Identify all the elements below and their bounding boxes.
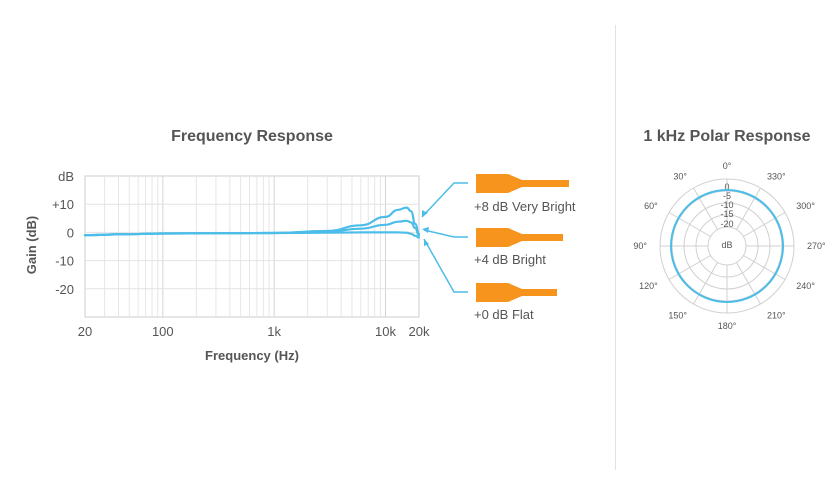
filter-nozzle-icon (476, 174, 569, 193)
angle-label: 240° (796, 281, 815, 291)
y-tick-labels: +10 0 -10 -20 (52, 197, 74, 297)
y-tick-label: -20 (55, 282, 74, 297)
legend-pointer-line (423, 229, 468, 238)
radial-labels: 0-5-10-15-20 dB (720, 182, 733, 250)
polar-series (670, 189, 784, 303)
y-axis-label: Gain (dB) (24, 216, 39, 275)
angle-labels: 0° 30° 60° 90° 120° 150° 180° 210° 240° 270° 300° 3… (633, 161, 826, 331)
chart-title: Frequency Response (171, 128, 333, 145)
angle-label: 270° (807, 241, 826, 251)
x-gridlines (104, 176, 386, 317)
angle-label: 0° (723, 161, 732, 171)
legend-label: +0 dB Flat (474, 307, 534, 322)
filter-nozzle-icon (476, 228, 563, 247)
series-lines (83, 206, 421, 239)
y-tick-label: +10 (52, 197, 74, 212)
angle-label: 330° (767, 172, 786, 182)
x-tick-label: 20k (409, 324, 430, 339)
legend: +8 dB Very Bright +4 dB Bright +0 dB Fla… (421, 174, 576, 322)
legend-pointer-line (423, 238, 468, 293)
series-line-2 (83, 231, 421, 239)
legend-pointer-line (421, 182, 468, 218)
y-unit-label: dB (58, 169, 74, 184)
polar-spoke (736, 262, 761, 305)
angle-label: 300° (796, 201, 815, 211)
legend-label: +4 dB Bright (474, 252, 546, 267)
polar-spoke (736, 187, 761, 230)
x-tick-labels: 20 100 1k 10k 20k (78, 324, 430, 339)
x-axis-label: Frequency (Hz) (205, 348, 299, 363)
angle-label: 210° (767, 310, 786, 320)
filter-nozzle-icon (476, 283, 557, 302)
polar-spoke (743, 212, 786, 237)
legend-pointer-arrow (424, 239, 429, 246)
radial-label: -10 (720, 200, 733, 210)
x-tick-label: 100 (152, 324, 174, 339)
divider (615, 25, 616, 470)
radial-label: -5 (723, 191, 731, 201)
x-tick-label: 20 (78, 324, 92, 339)
radial-label: -15 (720, 209, 733, 219)
angle-label: 60° (644, 201, 658, 211)
radial-label: -20 (720, 219, 733, 229)
polar-spoke (668, 255, 711, 280)
polar-spoke (743, 255, 786, 280)
chart-title: 1 kHz Polar Response (643, 128, 810, 145)
angle-label: 30° (673, 172, 687, 182)
plot-area (84, 175, 420, 318)
angle-label: 90° (633, 241, 647, 251)
radial-label: dB (721, 240, 732, 250)
x-tick-label: 1k (267, 324, 281, 339)
legend-label: +8 dB Very Bright (474, 199, 576, 214)
polar-spoke (668, 212, 711, 237)
polar-series-line (670, 189, 784, 303)
y-tick-label: -10 (55, 254, 74, 269)
y-tick-label: 0 (67, 225, 74, 240)
angle-label: 180° (718, 321, 737, 331)
angle-label: 120° (639, 281, 658, 291)
angle-label: 150° (668, 310, 687, 320)
radial-label: 0 (724, 182, 729, 192)
polar-spoke (693, 187, 718, 230)
legend-pointer-arrow (422, 210, 428, 217)
legend-pointer-arrow (422, 227, 429, 233)
x-tick-label: 10k (375, 324, 396, 339)
polar-spoke (693, 262, 718, 305)
